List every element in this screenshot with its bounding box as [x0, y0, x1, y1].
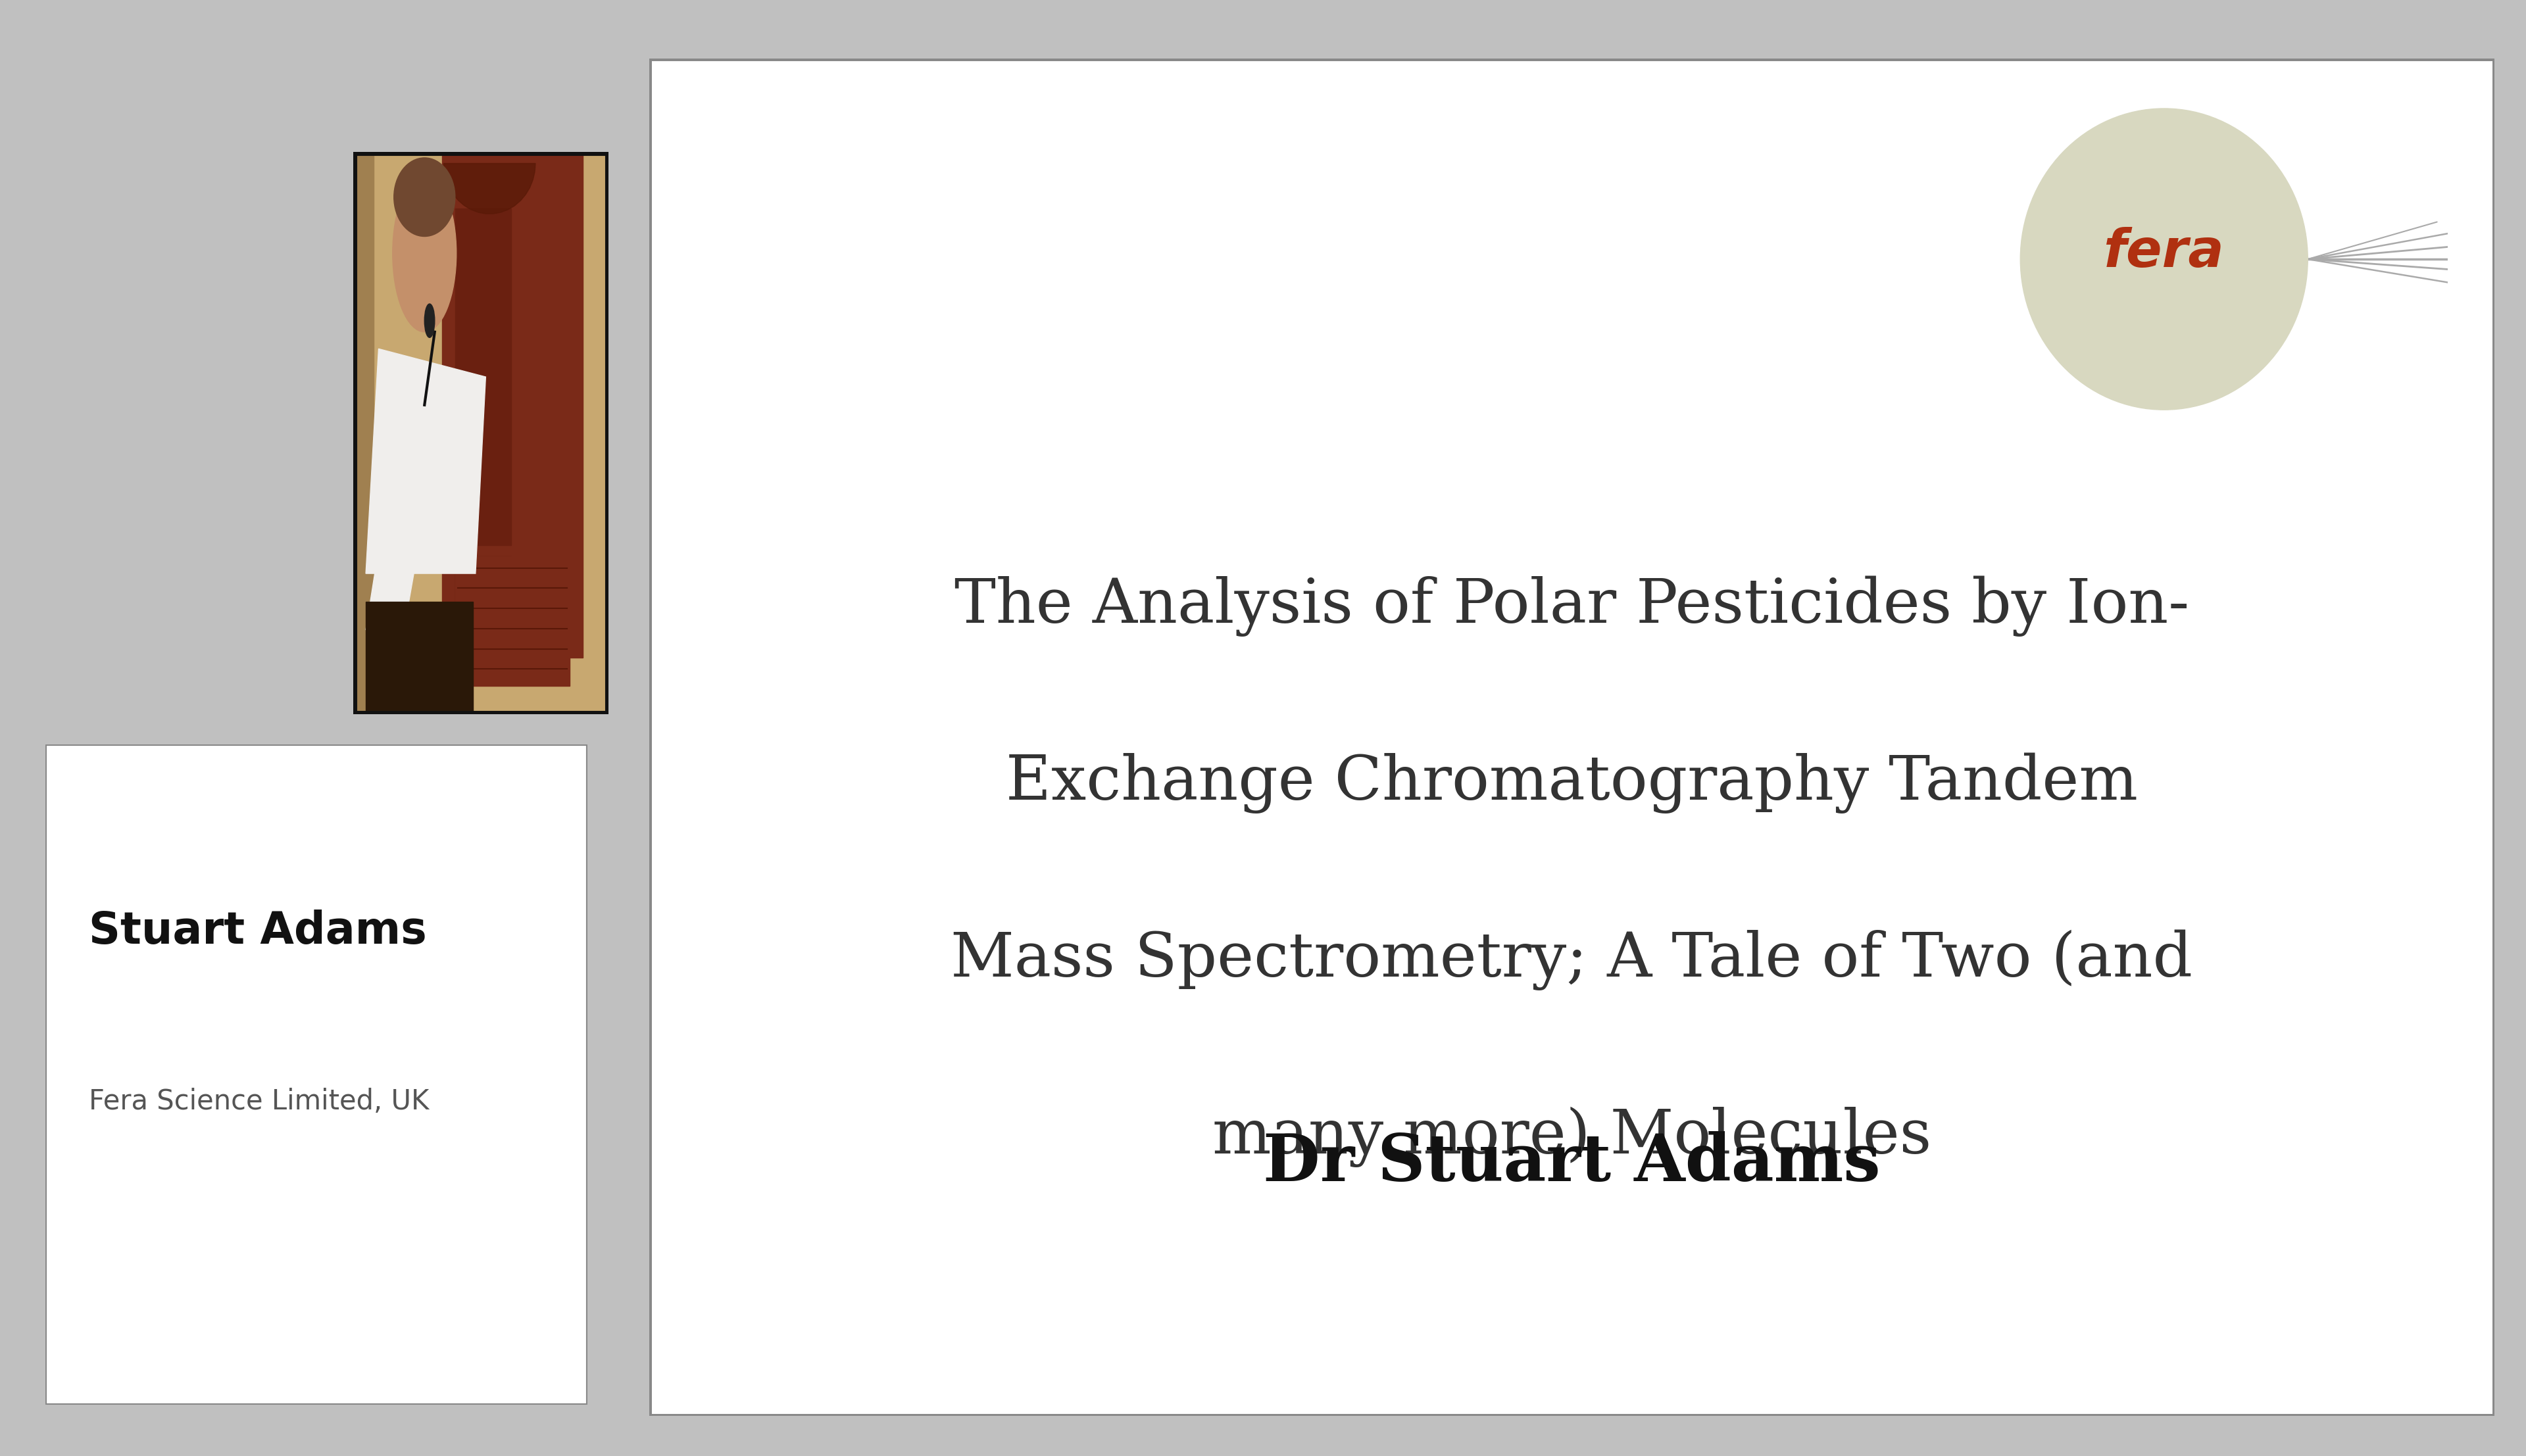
Polygon shape: [445, 163, 536, 214]
Bar: [442, 153, 584, 658]
Bar: [455, 556, 510, 629]
Ellipse shape: [424, 304, 434, 338]
Ellipse shape: [2021, 109, 2309, 409]
Text: many more) Molecules: many more) Molecules: [1212, 1107, 1932, 1168]
Text: Dr Stuart Adams: Dr Stuart Adams: [1263, 1131, 1879, 1195]
Text: Exchange Chromatography Tandem: Exchange Chromatography Tandem: [1005, 753, 2137, 814]
Text: Stuart Adams: Stuart Adams: [88, 910, 427, 952]
Text: Fera Science Limited, UK: Fera Science Limited, UK: [88, 1088, 429, 1115]
Bar: [354, 153, 374, 713]
Ellipse shape: [392, 175, 457, 332]
Bar: [455, 556, 571, 686]
Bar: [455, 208, 510, 546]
Text: The Analysis of Polar Pesticides by Ion-: The Analysis of Polar Pesticides by Ion-: [955, 577, 2190, 636]
Bar: [366, 601, 472, 713]
Text: Mass Spectrometry; A Tale of Two (and: Mass Spectrometry; A Tale of Two (and: [950, 930, 2193, 990]
Ellipse shape: [394, 157, 455, 236]
Polygon shape: [366, 349, 485, 574]
Text: fera: fera: [2104, 227, 2225, 278]
Polygon shape: [366, 517, 417, 658]
